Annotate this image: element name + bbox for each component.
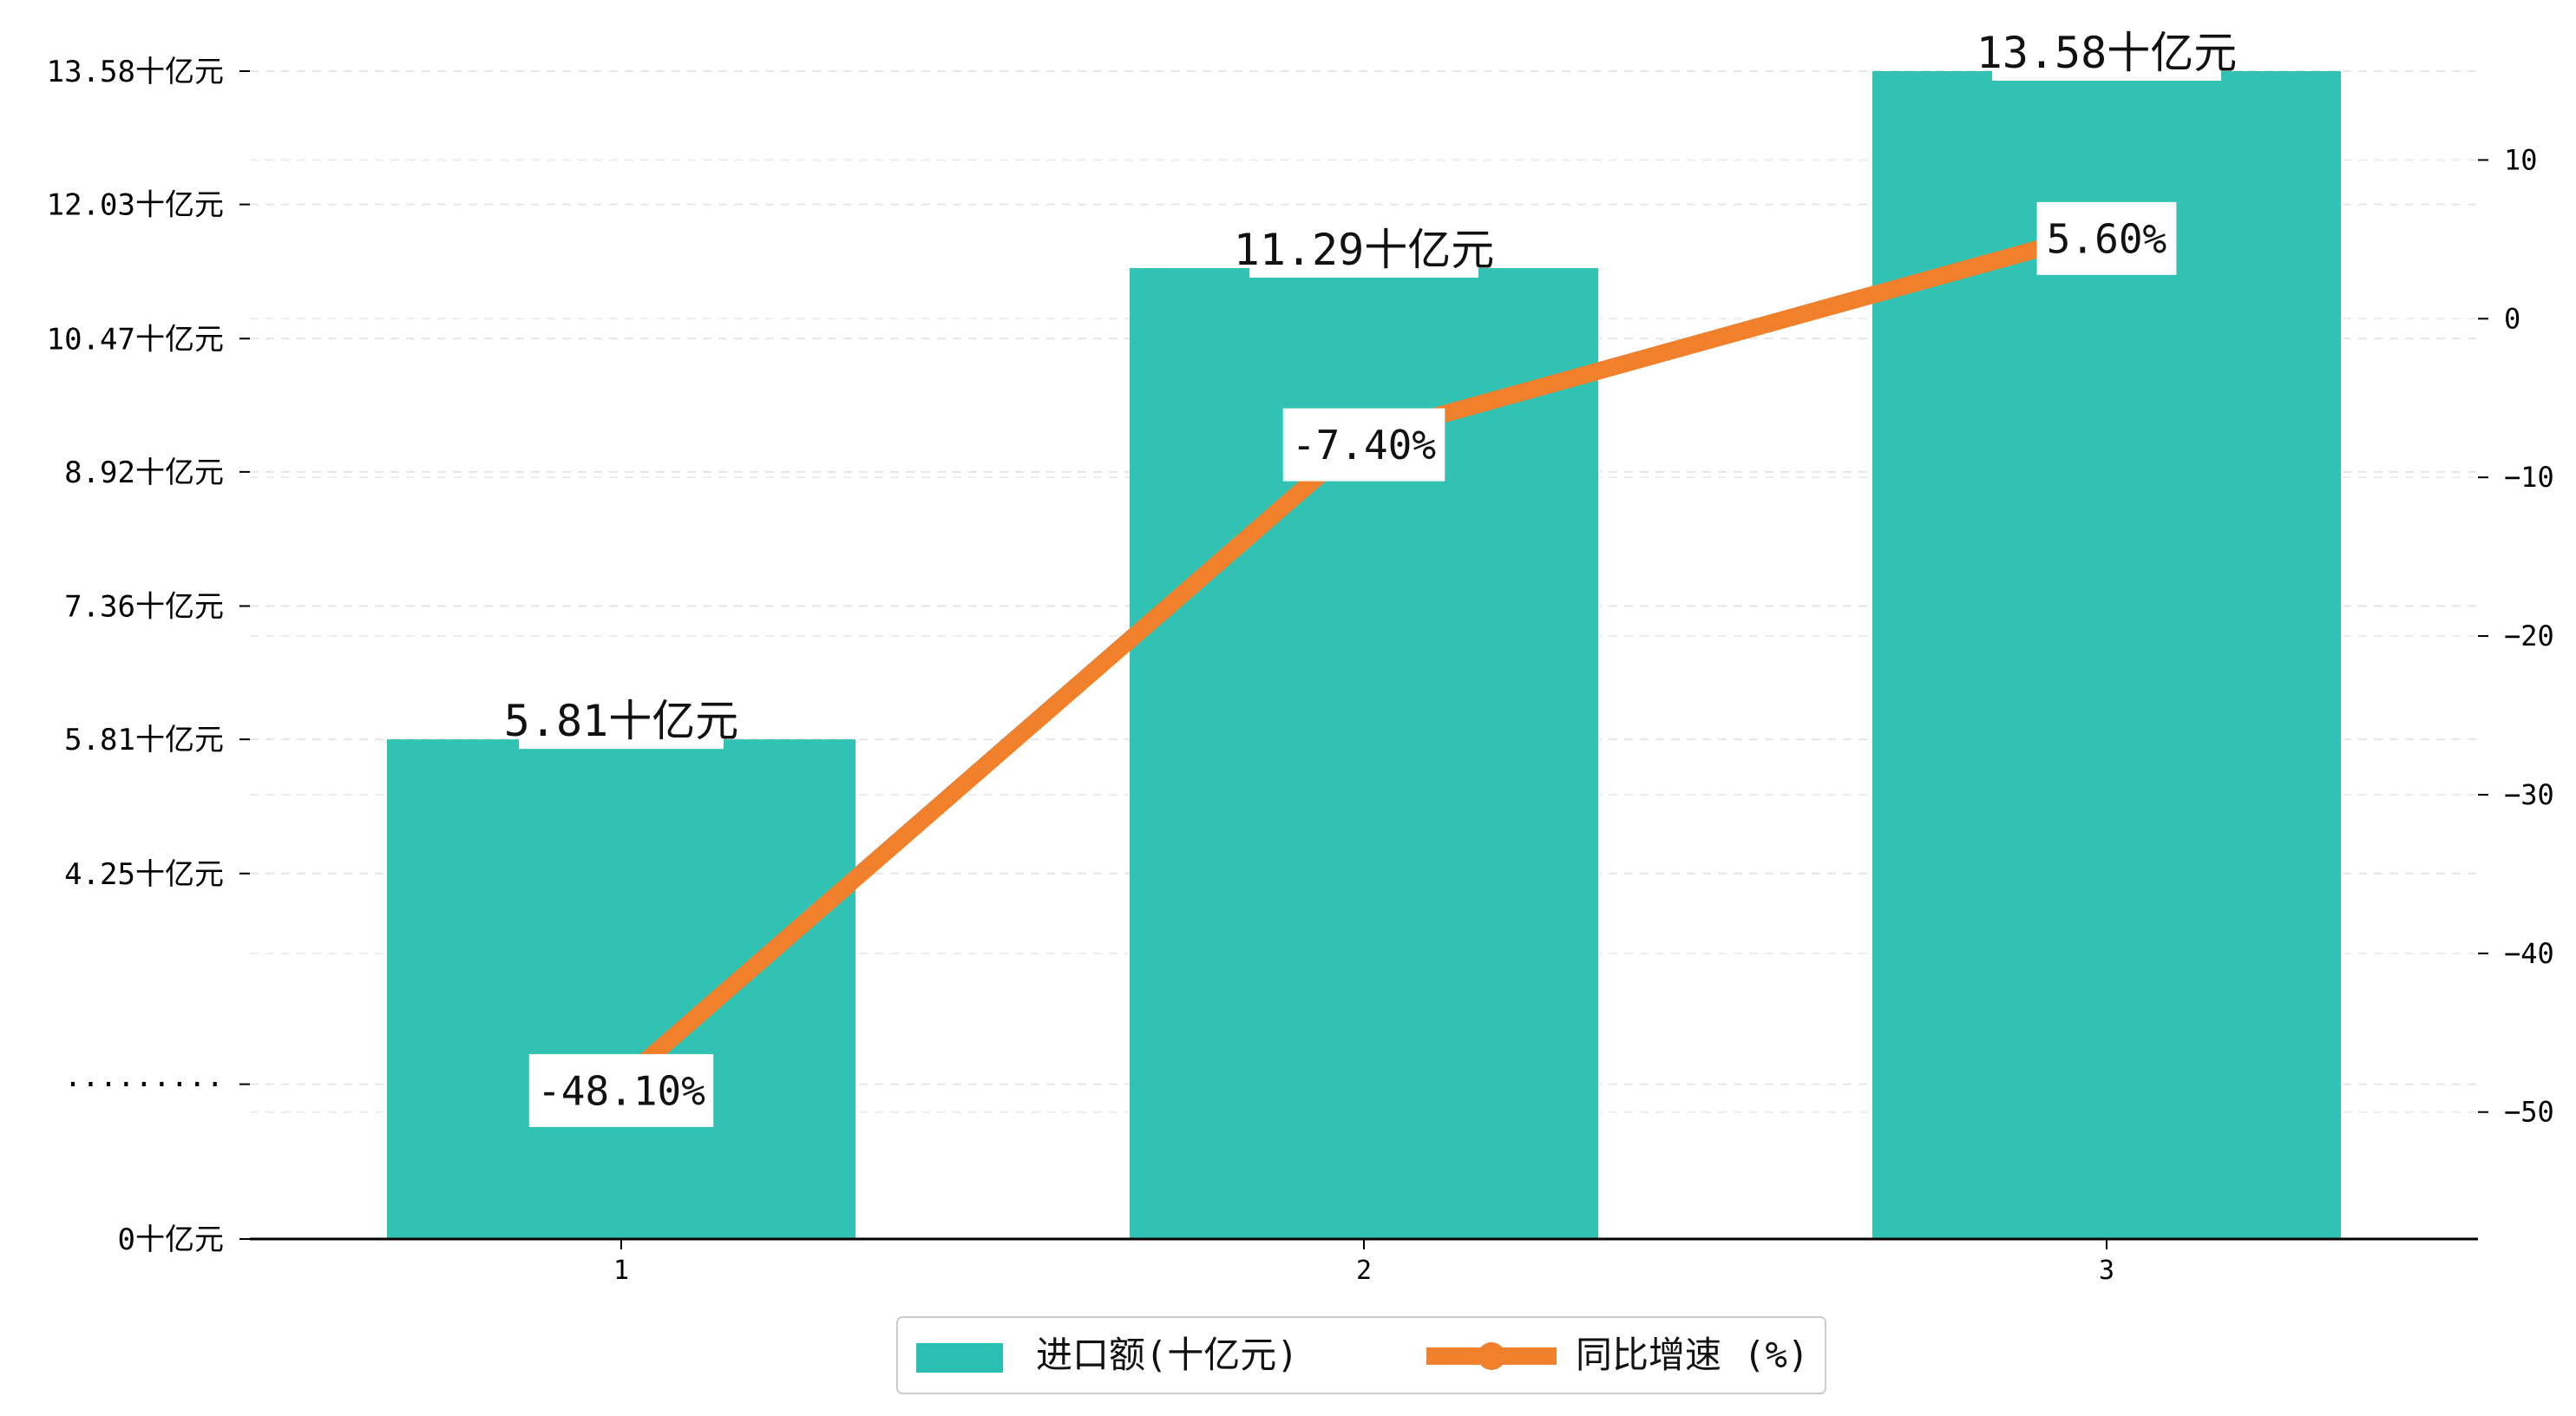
x-tick-label: 2 (1356, 1255, 1372, 1286)
y-left-tick-label: 12.03十亿元 (47, 188, 224, 223)
legend-swatch-marker (1478, 1342, 1505, 1370)
y-left-tick-label: ········· (64, 1068, 224, 1103)
legend-label-bars: 进口额(十亿元) (1036, 1334, 1299, 1376)
y-left-tick-label: 7.36十亿元 (64, 590, 224, 625)
y-right-tick-label: −30 (2504, 778, 2554, 811)
growth-value-label-box (2036, 201, 2177, 275)
data-labels: 5.81十亿元 11.29十亿元 13.58十亿元 -48.10% -7.40% 5.60… (504, 23, 2237, 1127)
axes: 1 2 3 0十亿元 ········· 4.25十亿元 5.81十亿元 7.36十亿元 8.9… (47, 55, 2554, 1286)
bar-1 (387, 739, 855, 1239)
y-left-tick-label: 0十亿元 (118, 1223, 224, 1257)
legend-box (896, 1316, 1826, 1394)
bar-value-label-box (1249, 220, 1478, 278)
bar-value-label: 5.81十亿元 (504, 696, 738, 746)
y-left-tick-label: 5.81十亿元 (64, 723, 224, 757)
y-left-tick-label: 4.25十亿元 (64, 857, 224, 892)
growth-value-label: -48.10% (537, 1068, 705, 1115)
bar-value-label: 11.29十亿元 (1234, 225, 1495, 275)
x-tick-label: 3 (2099, 1255, 2114, 1286)
x-tick-label: 1 (613, 1255, 629, 1286)
legend-label-line: 同比增速 (%) (1576, 1334, 1809, 1376)
y-left-tick-label: 10.47十亿元 (47, 322, 224, 357)
y-right-tick-label: −10 (2504, 461, 2554, 494)
bar-value-label-box (1992, 23, 2221, 81)
growth-value-label: 5.60% (2047, 215, 2166, 262)
y-right-tick-label: −20 (2504, 620, 2554, 652)
y-right-tick-label: −50 (2504, 1096, 2554, 1129)
bar-value-label: 13.58十亿元 (1976, 28, 2238, 78)
legend: 进口额(十亿元) 同比增速 (%) (896, 1316, 1826, 1394)
growth-value-label-box (528, 1053, 714, 1127)
legend-swatch-bars (916, 1343, 1003, 1373)
y-left-tick-label: 8.92十亿元 (64, 456, 224, 490)
growth-value-label-box (1282, 408, 1445, 482)
y-left-tick-label: 13.58十亿元 (47, 55, 224, 89)
bar-value-label-box (519, 692, 724, 750)
growth-value-label: -7.40% (1292, 422, 1436, 469)
y-right-tick-label: −40 (2504, 937, 2554, 970)
y-right-tick-label: 10 (2504, 143, 2538, 176)
y-right-tick-label: 0 (2504, 302, 2520, 335)
